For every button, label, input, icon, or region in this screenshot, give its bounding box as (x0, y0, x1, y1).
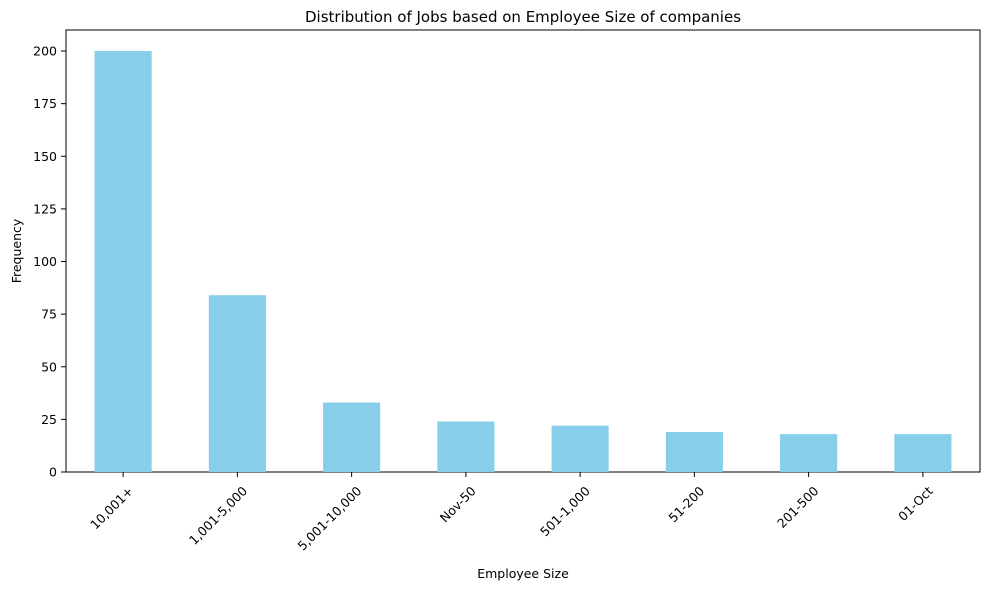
x-tick-label: 201-500 (774, 483, 822, 531)
bars (94, 51, 952, 473)
x-tick-label: Nov-50 (437, 483, 479, 525)
chart-title: Distribution of Jobs based on Employee S… (305, 8, 741, 26)
x-tick-label: 01-Oct (895, 483, 936, 524)
y-tick-label: 175 (33, 96, 57, 111)
bar (208, 295, 266, 472)
bar (780, 434, 838, 472)
y-tick-label: 75 (41, 307, 57, 322)
y-axis: 0 25 50 75 100 125 150 175 200 (33, 44, 66, 480)
x-tick-label: 51-200 (665, 483, 707, 525)
bar (437, 421, 495, 472)
y-tick-label: 25 (41, 412, 57, 427)
y-tick-label: 200 (33, 44, 57, 59)
x-tick-label: 5,001-10,000 (294, 483, 364, 553)
x-tick-label: 10,001+ (87, 483, 136, 532)
y-tick-label: 0 (49, 465, 57, 480)
y-tick-label: 125 (33, 201, 57, 216)
bar (323, 402, 381, 472)
y-tick-label: 100 (33, 254, 57, 269)
y-tick-label: 50 (41, 359, 57, 374)
x-tick-label: 501-1,000 (537, 483, 593, 539)
x-axis-label: Employee Size (477, 566, 569, 581)
bar (94, 51, 152, 473)
y-axis-label: Frequency (9, 218, 24, 283)
x-axis: 10,001+ 1,001-5,000 5,001-10,000 Nov-50 501-… (87, 472, 936, 553)
bar (551, 425, 609, 472)
bar (894, 434, 952, 472)
plot-area: 0 25 50 75 100 125 150 175 200 10,001+ 1,001-5,00… (33, 29, 981, 553)
y-tick-label: 150 (33, 149, 57, 164)
x-tick-label: 1,001-5,000 (186, 483, 250, 547)
plot-frame (65, 29, 981, 473)
bar (665, 432, 723, 472)
